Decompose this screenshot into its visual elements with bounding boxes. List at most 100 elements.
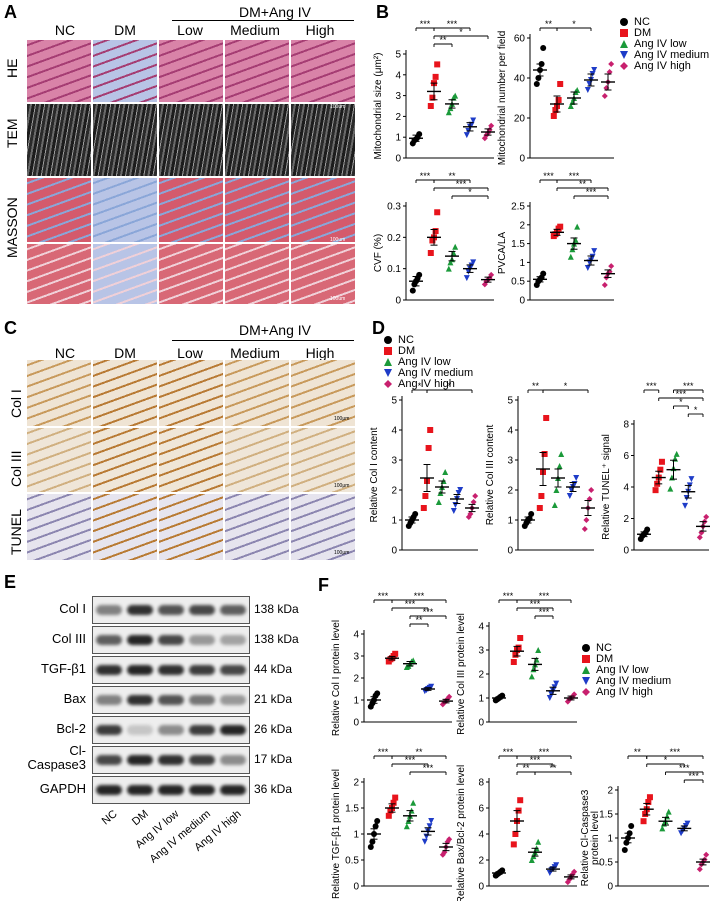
legend-item: DM bbox=[580, 653, 613, 665]
data-point bbox=[535, 838, 542, 845]
data-point bbox=[416, 271, 423, 278]
sig-label: * bbox=[694, 405, 698, 415]
data-point bbox=[470, 259, 477, 266]
data-point bbox=[470, 499, 477, 505]
data-point bbox=[450, 508, 457, 514]
sig-label: *** bbox=[569, 171, 580, 181]
micrograph-masson-1-1 bbox=[93, 178, 157, 242]
sig-label: *** bbox=[676, 389, 687, 399]
data-point bbox=[434, 61, 441, 68]
y-tick-label: 3 bbox=[391, 456, 397, 467]
data-point bbox=[445, 109, 452, 116]
sig-label: * bbox=[468, 187, 472, 197]
legend-item: NC bbox=[382, 334, 414, 346]
wb-protein-label: Col III bbox=[52, 631, 86, 646]
c-col-header-angiv: DM+Ang IV bbox=[239, 322, 311, 338]
data-point bbox=[429, 237, 436, 244]
data-point bbox=[515, 644, 522, 651]
scalebar-he: 100um bbox=[330, 104, 346, 110]
data-point bbox=[667, 485, 674, 492]
legend-label: DM bbox=[634, 27, 652, 39]
y-tick-label: 0 bbox=[395, 296, 401, 307]
data-point bbox=[442, 469, 449, 475]
y-tick-label: 2 bbox=[519, 220, 525, 231]
scalebar-masson-2: 100um bbox=[330, 296, 346, 302]
data-point bbox=[517, 797, 524, 804]
y-tick-label: 1 bbox=[507, 516, 513, 527]
row-label-he: HE bbox=[4, 58, 20, 78]
col-header-nc: NC bbox=[54, 22, 76, 38]
legend-marker-icon bbox=[582, 666, 590, 674]
sig-label: *** bbox=[586, 187, 597, 197]
wb-band bbox=[220, 665, 246, 675]
legend-label: DM bbox=[596, 653, 614, 665]
wb-band bbox=[189, 725, 215, 735]
data-point bbox=[571, 868, 578, 875]
y-tick-label: 4 bbox=[391, 426, 397, 437]
wb-protein-label: GAPDH bbox=[39, 781, 86, 796]
legend-label: Ang IV high bbox=[634, 60, 691, 72]
sig-label: *** bbox=[530, 755, 541, 765]
y-tick-label: 60 bbox=[514, 34, 526, 45]
y-tick-label: 0 bbox=[507, 546, 513, 557]
sig-label: *** bbox=[539, 747, 550, 757]
y-tick-label: 2 bbox=[478, 856, 484, 867]
legend-item: Ang IV high bbox=[580, 686, 653, 698]
data-point bbox=[412, 511, 419, 517]
micrograph-he-4 bbox=[291, 40, 355, 102]
wb-band bbox=[158, 785, 184, 795]
wb-blot-strip bbox=[92, 776, 250, 804]
wb-band bbox=[189, 665, 215, 675]
legend-item: Ang IV medium bbox=[618, 49, 709, 61]
data-point bbox=[684, 820, 691, 827]
data-point bbox=[658, 458, 665, 465]
data-point bbox=[608, 61, 615, 67]
legend-label: Ang IV medium bbox=[596, 675, 672, 687]
sig-label: ** bbox=[579, 179, 587, 189]
data-point bbox=[392, 650, 399, 657]
micrograph-he-3 bbox=[225, 40, 289, 102]
y-tick-label: 0.5 bbox=[345, 856, 359, 867]
legend-label: NC bbox=[634, 16, 650, 28]
sig-label: *** bbox=[679, 763, 690, 773]
micrograph-masson-1-4 bbox=[291, 178, 355, 242]
wb-blot-strip bbox=[92, 716, 250, 744]
data-point bbox=[425, 445, 432, 451]
data-point bbox=[535, 647, 542, 653]
legend-item: Ang IV high bbox=[382, 378, 455, 390]
y-axis-label: Relative Col I content bbox=[369, 427, 380, 522]
y-tick-label: 0.1 bbox=[387, 264, 401, 275]
wb-blot-strip bbox=[92, 656, 250, 684]
micrograph-tunel-2 bbox=[159, 494, 223, 560]
y-axis-label: protein level bbox=[590, 811, 601, 865]
data-point bbox=[533, 81, 540, 87]
data-point bbox=[435, 499, 442, 505]
legend-label: DM bbox=[398, 345, 416, 357]
data-point bbox=[652, 487, 659, 494]
y-tick-label: 3 bbox=[478, 646, 484, 657]
sig-label: *** bbox=[423, 607, 434, 617]
legend-marker-icon bbox=[582, 644, 590, 652]
y-tick-label: 4 bbox=[353, 630, 359, 641]
y-axis-label: Relative Bax/Bcl-2 protein level bbox=[456, 765, 467, 901]
data-point bbox=[621, 847, 628, 853]
micrograph-masson-2-2 bbox=[159, 244, 223, 304]
sig-label: ** bbox=[522, 763, 530, 773]
y-tick-label: 0 bbox=[478, 882, 484, 893]
y-tick-label: 2 bbox=[478, 670, 484, 681]
micrograph-masson-2-4 bbox=[291, 244, 355, 304]
data-point bbox=[589, 253, 596, 260]
data-point bbox=[416, 131, 423, 138]
wb-lane-label: DM bbox=[129, 808, 151, 829]
panel-letter-c: C bbox=[4, 318, 17, 338]
data-point bbox=[392, 794, 399, 801]
data-point bbox=[601, 93, 608, 99]
sig-label: *** bbox=[670, 747, 681, 757]
sig-label: *** bbox=[405, 755, 416, 765]
wb-band bbox=[220, 755, 246, 765]
c-angiv-bracket-line bbox=[172, 340, 354, 341]
sig-label: *** bbox=[378, 591, 389, 601]
data-point bbox=[488, 122, 495, 129]
y-tick-label: 0 bbox=[353, 882, 359, 893]
